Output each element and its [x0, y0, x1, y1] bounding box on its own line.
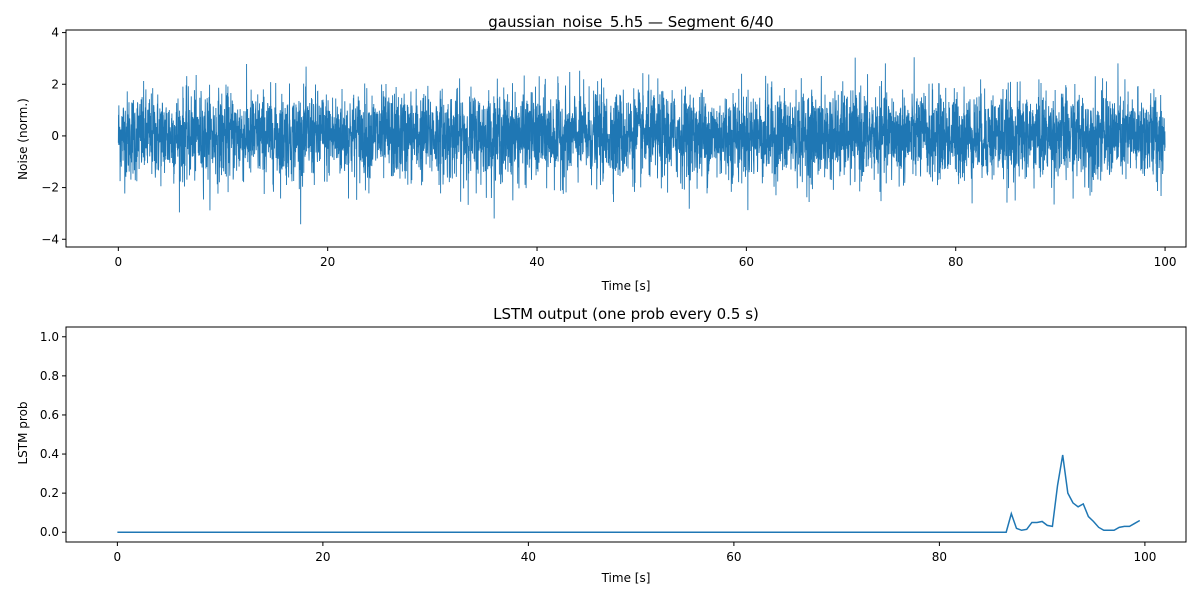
lstm-plot: LSTM output (one prob every 0.5 s) 0 20 40…: [16, 305, 1187, 585]
lstm-y-tick-label: 0.4: [40, 447, 59, 461]
lstm-y-tick-label: 0.6: [40, 408, 59, 422]
noise-y-tick-label: 2: [51, 77, 59, 91]
lstm-y-ticks: 0.0 0.2 0.4 0.6 0.8 1.0: [40, 330, 66, 539]
noise-y-tick-label: 4: [51, 26, 59, 40]
noise-x-tick-label: 60: [739, 255, 754, 269]
noise-x-tick-label: 20: [320, 255, 335, 269]
noise-plot-title: gaussian_noise_5.h5 — Segment 6/40: [488, 13, 773, 32]
lstm-x-tick-label: 20: [315, 550, 330, 564]
lstm-x-tick-label: 60: [726, 550, 741, 564]
noise-series-line: [117, 57, 1166, 225]
lstm-x-tick-label: 100: [1133, 550, 1156, 564]
lstm-series-line: [117, 454, 1141, 533]
noise-y-axis-title: Noise (norm.): [16, 98, 30, 180]
noise-x-tick-label: 40: [529, 255, 544, 269]
noise-y-ticks: −4 −2 0 2 4: [41, 26, 66, 246]
lstm-x-axis-title: Time [s]: [601, 571, 651, 585]
lstm-plot-title: LSTM output (one prob every 0.5 s): [493, 305, 759, 323]
noise-y-tick-label: 0: [51, 129, 59, 143]
lstm-x-tick-label: 80: [932, 550, 947, 564]
noise-y-tick-label: −2: [41, 181, 59, 195]
lstm-plot-frame: [65, 326, 1187, 543]
lstm-y-tick-label: 0.0: [40, 525, 59, 539]
noise-x-tick-label: 80: [948, 255, 963, 269]
noise-y-tick-label: −4: [41, 232, 59, 246]
lstm-y-tick-label: 1.0: [40, 330, 59, 344]
noise-x-axis-title: Time [s]: [601, 279, 651, 293]
noise-x-tick-label: 100: [1154, 255, 1177, 269]
noise-series-group: [117, 57, 1166, 225]
noise-plot-frame: [65, 29, 1187, 248]
lstm-x-ticks: 0 20 40 60 80 100: [114, 542, 1156, 564]
lstm-y-tick-label: 0.8: [40, 369, 59, 383]
noise-plot: gaussian_noise_5.h5 — Segment 6/40 0 20 40…: [16, 13, 1187, 293]
lstm-x-tick-label: 0: [114, 550, 122, 564]
noise-x-ticks: 0 20 40 60 80 100: [115, 247, 1177, 269]
lstm-series-group: [117, 454, 1141, 533]
lstm-x-tick-label: 40: [521, 550, 536, 564]
lstm-y-axis-title: LSTM prob: [16, 401, 30, 464]
noise-x-tick-label: 0: [115, 255, 123, 269]
lstm-y-tick-label: 0.2: [40, 486, 59, 500]
